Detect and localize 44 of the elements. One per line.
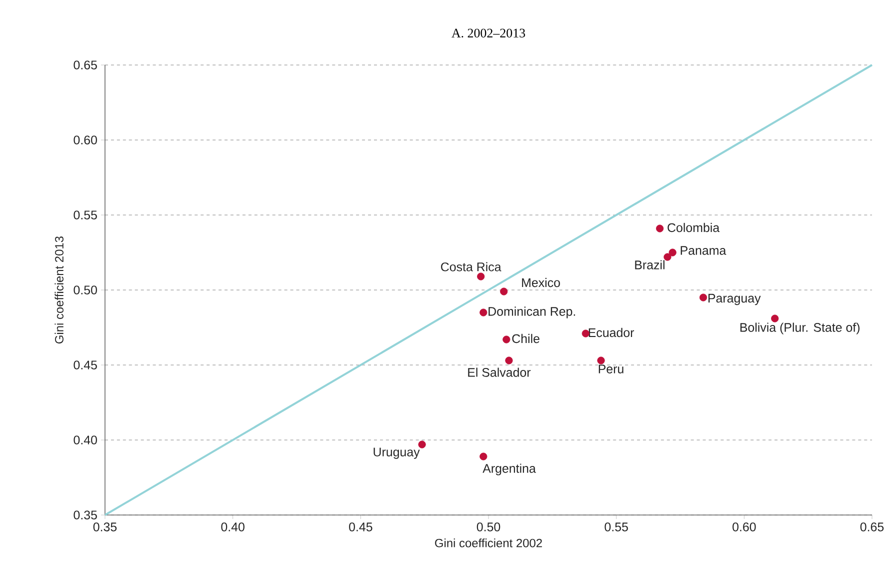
- point: [500, 288, 508, 296]
- annotation: Colombia: [668, 222, 720, 232]
- point: [656, 224, 664, 232]
- y-tick-label: 0.45: [74, 360, 97, 370]
- x-tick-label: 0.55: [604, 522, 628, 532]
- x-tick-label: 0.60: [732, 522, 756, 532]
- chart-title: A. 2002–2013: [452, 28, 526, 38]
- annotation: El Salvador: [468, 368, 531, 377]
- y-tick-label: 0.60: [74, 136, 97, 144]
- x-tick-label: 0.35: [93, 522, 117, 532]
- y-tick-label: 0.40: [74, 436, 97, 444]
- point: [480, 308, 488, 316]
- annotation: Ecuador: [588, 328, 634, 338]
- point: [771, 314, 779, 322]
- annotation: Argentina: [482, 464, 536, 476]
- annotation: Uruguay: [374, 448, 420, 459]
- annotation: Brazil: [635, 260, 664, 270]
- x-tick-label: 0.40: [221, 522, 244, 532]
- annotation: Mexico: [522, 278, 560, 288]
- annotation: Costa Rica: [441, 262, 502, 272]
- annotation: Panama: [680, 246, 726, 255]
- point: [597, 356, 605, 364]
- y-axis-title: Gini coefficient 2013: [54, 236, 64, 344]
- annotation: Dominican Rep.: [488, 306, 576, 318]
- point: [418, 440, 426, 448]
- point: [668, 248, 676, 256]
- x-tick-label: 0.50: [476, 522, 500, 532]
- x-tick-label: 0.65: [860, 522, 884, 532]
- y-tick-label: 0.50: [74, 286, 97, 294]
- annotation: Paraguay: [708, 294, 761, 306]
- x-tick-label: 0.45: [349, 522, 372, 532]
- x-axis-title: Gini coefficient 2002: [435, 538, 542, 548]
- point: [699, 294, 708, 302]
- point: [505, 356, 513, 364]
- y-tick-label: 0.55: [74, 210, 97, 220]
- y-tick-label: 0.35: [74, 510, 97, 520]
- point: [477, 272, 485, 280]
- y-tick-label: 0.65: [74, 60, 97, 70]
- point: [480, 452, 488, 460]
- annotation: Bolivia (Plur. State of): [740, 322, 860, 334]
- point: [502, 336, 510, 344]
- point: [664, 253, 672, 261]
- annotation: Peru: [598, 364, 624, 374]
- annotation: Chile: [512, 334, 540, 344]
